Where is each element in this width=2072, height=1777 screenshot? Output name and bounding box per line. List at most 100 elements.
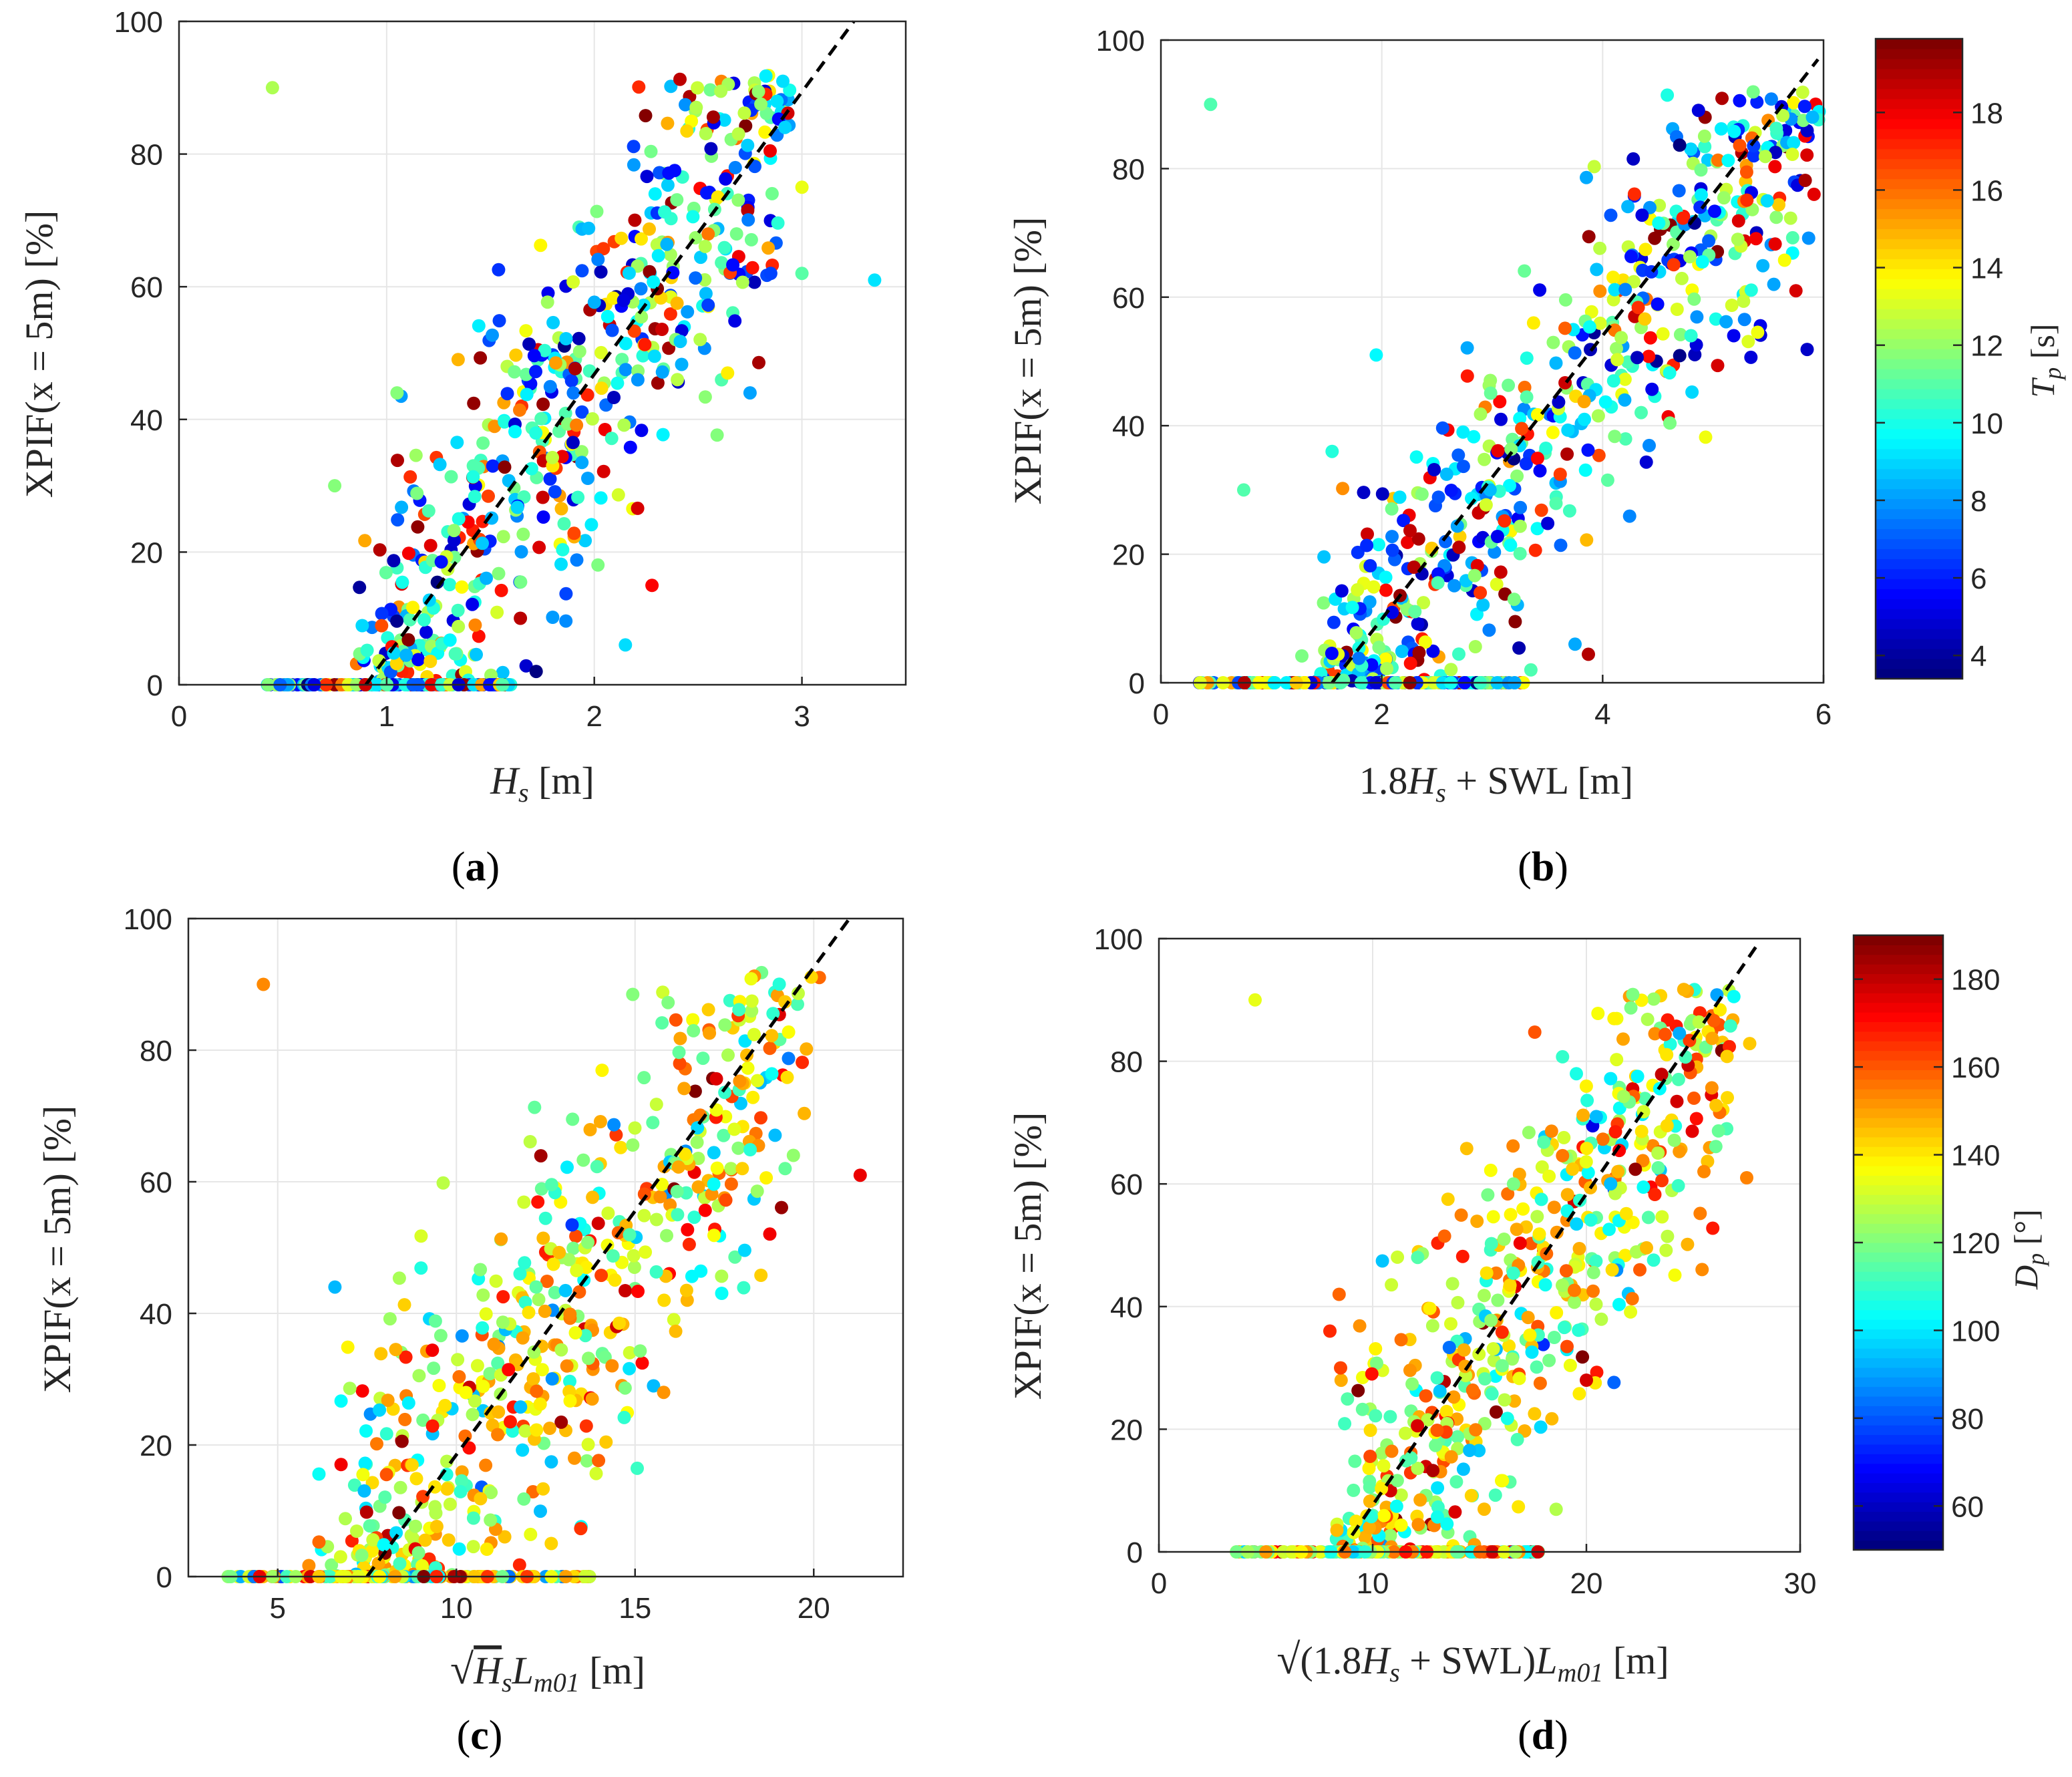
data-point	[1512, 1371, 1526, 1386]
data-point	[472, 629, 486, 643]
data-point	[671, 373, 685, 387]
data-point	[786, 1148, 800, 1162]
colorbar-segment	[1854, 1367, 1943, 1378]
data-point	[763, 144, 777, 158]
colorbar-segment	[1854, 1338, 1943, 1349]
data-point	[644, 144, 658, 158]
data-point	[328, 1280, 342, 1294]
data-point	[496, 530, 510, 544]
data-point	[687, 1210, 701, 1225]
data-point	[365, 1476, 379, 1490]
data-point	[487, 1337, 501, 1351]
data-point	[691, 81, 705, 95]
colorbar-segment	[1854, 1377, 1943, 1388]
colorbar-segment	[1876, 299, 1962, 309]
data-point	[549, 356, 562, 370]
panel-a-fit-line	[364, 20, 856, 686]
colorbar-segment	[1876, 378, 1962, 389]
data-point	[1578, 412, 1591, 426]
data-point	[627, 324, 641, 338]
data-point	[1463, 1444, 1477, 1458]
data-point	[1520, 390, 1534, 404]
data-point	[1607, 1376, 1621, 1390]
data-point	[613, 1316, 626, 1330]
colorbar-tick-label: 10	[1970, 408, 2003, 440]
data-point	[554, 557, 568, 571]
data-point	[1655, 1210, 1669, 1224]
data-point	[526, 1485, 540, 1498]
data-point	[416, 1413, 430, 1427]
data-point	[634, 282, 648, 296]
y-tick-label: 100	[114, 6, 163, 39]
colorbar-segment	[1854, 1166, 1943, 1176]
data-point	[1431, 576, 1445, 590]
data-point	[1545, 1412, 1559, 1426]
data-point	[1478, 1289, 1491, 1303]
data-point	[631, 501, 645, 515]
data-point	[1355, 1402, 1369, 1416]
data-point	[480, 1543, 494, 1556]
data-point	[853, 1168, 867, 1182]
data-point	[1395, 645, 1409, 658]
data-point	[1787, 96, 1801, 110]
data-point	[1431, 1510, 1444, 1524]
data-point	[1494, 412, 1508, 426]
data-point	[390, 386, 404, 400]
data-point	[1439, 467, 1453, 481]
data-point	[631, 1285, 645, 1298]
data-point	[451, 1353, 465, 1367]
data-point	[1635, 208, 1649, 222]
data-point	[1549, 496, 1563, 510]
x-tick-label: 0	[1153, 698, 1169, 731]
data-point	[699, 287, 713, 301]
data-point	[389, 1343, 403, 1357]
colorbar-segment	[1854, 1520, 1943, 1531]
data-point	[800, 1042, 814, 1056]
data-point	[623, 1228, 637, 1242]
data-point	[694, 1264, 708, 1278]
data-point	[545, 1372, 559, 1386]
data-point	[1708, 204, 1721, 218]
data-point	[1608, 1125, 1622, 1139]
data-point	[623, 440, 637, 454]
x-tick-label: 0	[1151, 1567, 1167, 1600]
data-point	[792, 987, 805, 1000]
data-point	[502, 1363, 516, 1377]
data-point	[1566, 1162, 1580, 1176]
colorbar-segment	[1876, 659, 1962, 669]
data-point	[1589, 1110, 1603, 1124]
data-point	[1437, 1229, 1451, 1243]
data-point	[1625, 1292, 1639, 1305]
data-point	[1547, 1331, 1561, 1344]
data-point	[1709, 312, 1723, 326]
colorbar-segment	[1876, 78, 1962, 90]
data-point	[651, 249, 665, 263]
data-point	[1453, 530, 1467, 544]
data-point	[560, 1359, 574, 1373]
data-point	[1411, 1419, 1425, 1433]
data-point	[1431, 1481, 1445, 1495]
data-point	[1444, 1450, 1458, 1464]
colorbar-segment	[1854, 1194, 1943, 1205]
data-point	[1447, 579, 1461, 593]
x-tick-label: 2	[1373, 698, 1389, 731]
data-point	[363, 1519, 377, 1533]
data-point	[1495, 1325, 1509, 1339]
data-point	[778, 995, 792, 1009]
data-point	[498, 460, 512, 474]
data-point	[1519, 457, 1533, 471]
data-point	[1683, 250, 1697, 264]
data-point	[392, 1506, 406, 1520]
data-point	[1558, 321, 1572, 335]
data-point	[1805, 110, 1820, 124]
data-point	[1557, 1130, 1571, 1144]
data-point	[1512, 641, 1526, 655]
data-point	[709, 1072, 723, 1086]
data-point	[1695, 255, 1709, 269]
data-point	[1491, 1293, 1505, 1307]
data-point	[548, 1285, 562, 1299]
data-point	[1610, 341, 1623, 355]
data-point	[635, 1356, 649, 1370]
data-point	[443, 578, 457, 592]
data-point	[534, 1149, 548, 1163]
